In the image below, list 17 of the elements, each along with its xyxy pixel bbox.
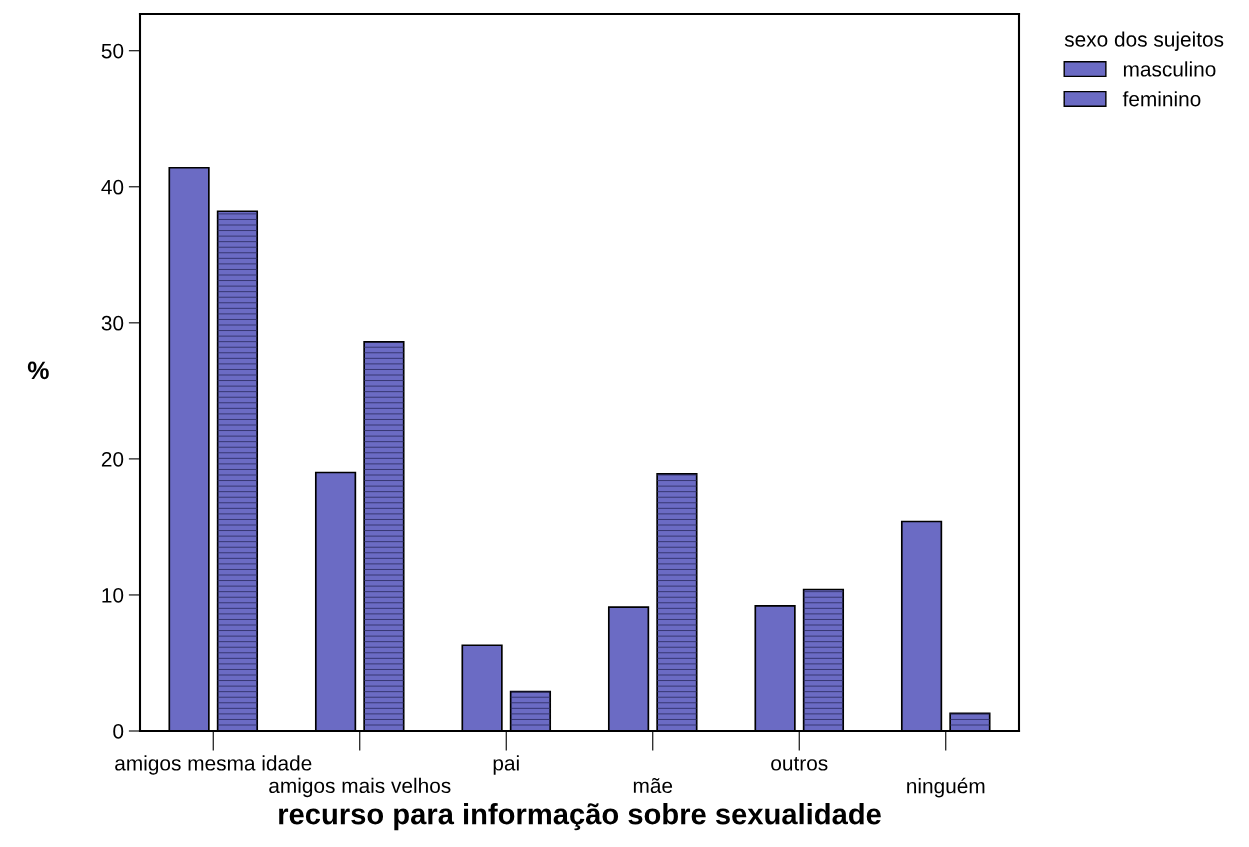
y-tick-label: 30	[101, 315, 124, 331]
y-tick-label: 50	[101, 43, 124, 59]
legend-title: sexo dos sujeitos	[1064, 31, 1224, 51]
x-axis-title: recurso para informação sobre sexualidade	[279, 803, 881, 831]
y-tick-label: 40	[101, 179, 124, 195]
x-tick-label: pai	[493, 755, 519, 775]
y-axis-title: %	[27, 361, 49, 380]
y-tick-label: 0	[113, 724, 124, 739]
y-tick-label: 10	[102, 587, 124, 603]
legend-label: feminino	[1122, 91, 1201, 107]
x-tick-label: ninguém	[907, 777, 985, 798]
x-tick-label: amigos mais velhos	[269, 777, 451, 798]
y-tick-label: 20	[101, 451, 124, 467]
x-tick-label: amigos mesma idade	[115, 755, 312, 775]
x-tick-label: outros	[771, 756, 828, 771]
legend-label: masculino	[1123, 61, 1216, 77]
x-tick-label: mãe	[633, 777, 673, 794]
